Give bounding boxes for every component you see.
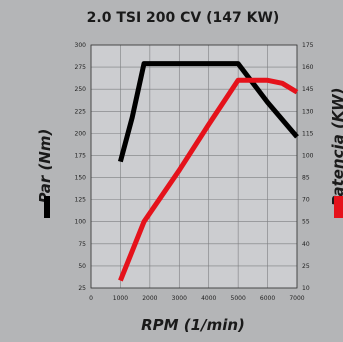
- y-right-tick-label: 100: [302, 152, 314, 159]
- y-left-tick-label: 250: [75, 86, 87, 93]
- y-right-tick-label: 70: [302, 197, 310, 204]
- x-tick-label: 5000: [231, 295, 246, 302]
- tick-labels: 25 50 75 100 125 150 175 200 225 250 275 300 10 25 40 5…: [75, 42, 314, 302]
- x-axis-label: RPM (1/min): [141, 316, 245, 334]
- y-right-tick-label: 55: [302, 219, 310, 226]
- y-right-axis-label-group: Patencia (KW): [329, 87, 343, 206]
- x-tick-label: 6000: [260, 295, 275, 302]
- y-right-tick-label: 160: [302, 64, 314, 71]
- y-left-tick-label: 150: [75, 175, 87, 182]
- x-tick-label: 1000: [113, 295, 128, 302]
- y-right-legend-swatch: [334, 196, 343, 218]
- y-right-tick-label: 40: [302, 241, 310, 248]
- series-layer: [117, 61, 299, 282]
- y-left-legend-swatch: [44, 196, 50, 218]
- chart-title: 2.0 TSI 200 CV (147 KW): [87, 10, 280, 26]
- y-left-tick-label: 200: [75, 130, 87, 137]
- y-right-tick-label: 115: [302, 130, 314, 137]
- y-left-tick-label: 225: [75, 108, 87, 115]
- y-right-tick-label: 145: [302, 86, 314, 93]
- y-left-tick-label: 50: [78, 263, 86, 270]
- y-right-tick-label: 85: [302, 175, 310, 182]
- torque-curve-line: [117, 61, 299, 163]
- y-left-axis-label-group: Par (Nm): [36, 129, 54, 204]
- y-left-tick-label: 125: [75, 197, 87, 204]
- x-tick-label: 0: [89, 295, 93, 302]
- y-left-tick-label: 175: [75, 152, 87, 159]
- y-left-tick-label: 300: [75, 42, 87, 49]
- y-left-tick-label: 100: [75, 219, 87, 226]
- y-left-tick-label: 25: [78, 285, 86, 292]
- y-right-tick-label: 175: [302, 42, 314, 49]
- plot-area: [91, 45, 297, 288]
- y-left-tick-label: 75: [78, 241, 86, 248]
- y-left-tick-label: 275: [75, 64, 87, 71]
- y-right-tick-label: 10: [302, 285, 310, 292]
- y-right-tick-label: 25: [302, 263, 310, 270]
- plot-frame: [90, 44, 298, 289]
- y-right-tick-label: 130: [302, 108, 314, 115]
- x-tick-label: 4000: [201, 295, 216, 302]
- y-left-axis-label: Par (Nm): [36, 129, 54, 204]
- x-tick-label: 7000: [289, 295, 304, 302]
- x-tick-label: 2000: [142, 295, 157, 302]
- power-curve-line: [118, 77, 299, 282]
- x-tick-label: 3000: [172, 295, 187, 302]
- y-right-axis-label: Patencia (KW): [329, 87, 343, 206]
